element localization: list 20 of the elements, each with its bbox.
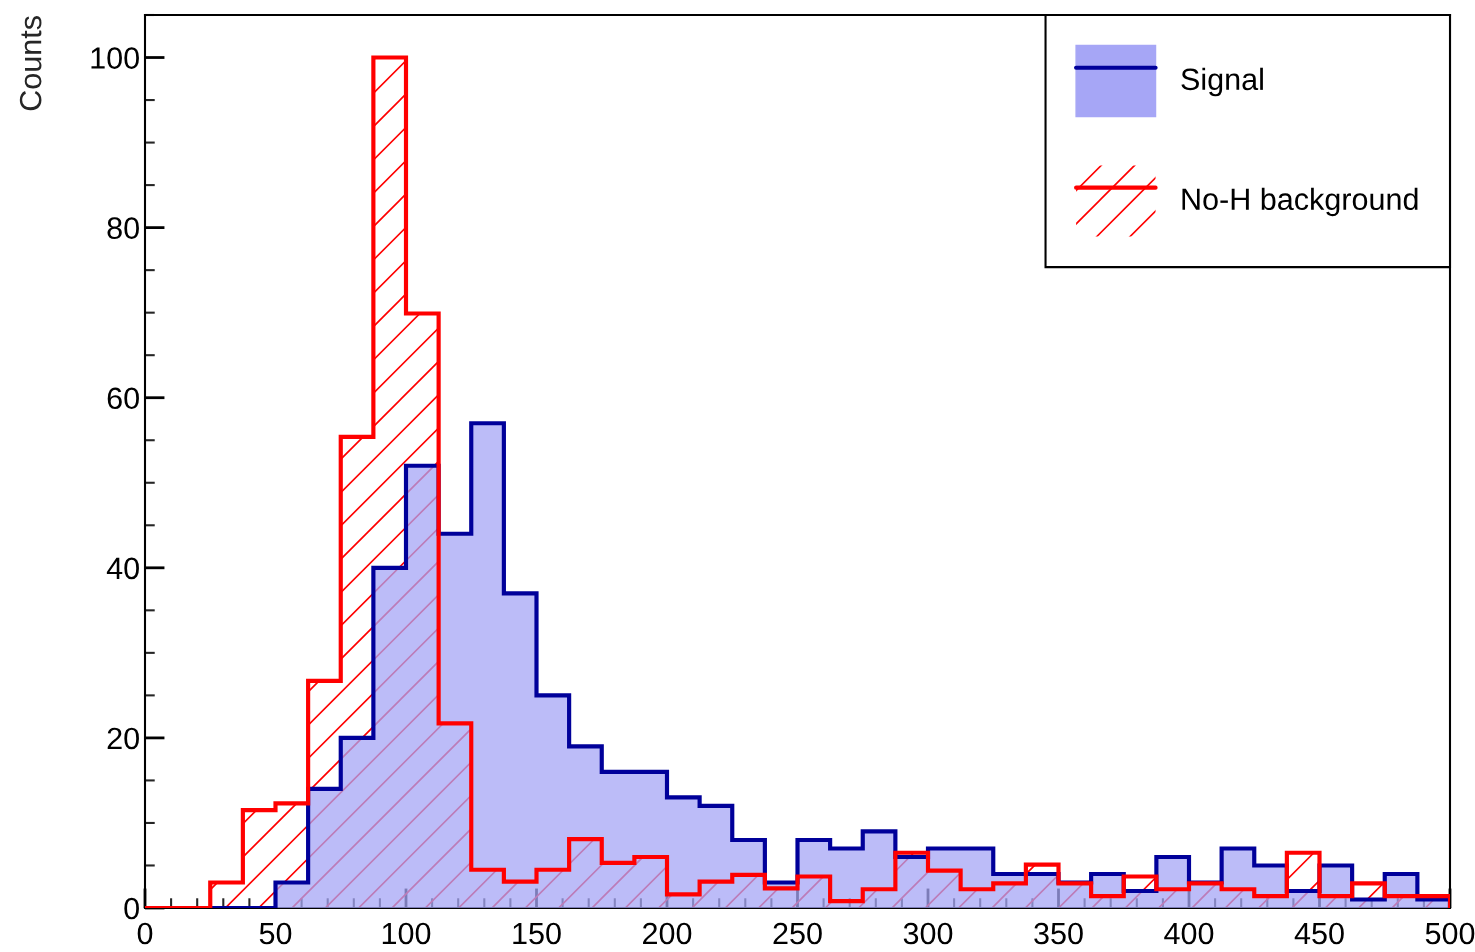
y-tick-label: 0 bbox=[124, 897, 139, 920]
y-tick-label: 60 bbox=[107, 387, 139, 410]
y-tick-label: 80 bbox=[107, 217, 139, 239]
y-tick-label: 20 bbox=[107, 727, 139, 750]
y-tick-label: 100 bbox=[91, 47, 139, 69]
x-tick-label: 50 bbox=[259, 922, 292, 945]
legend-label: No-H background bbox=[1182, 187, 1418, 217]
x-tick-label: 450 bbox=[1294, 922, 1344, 945]
x-tick-label: 0 bbox=[137, 922, 153, 945]
x-tick-label: 250 bbox=[773, 922, 822, 945]
x-tick-label: 350 bbox=[1034, 922, 1083, 945]
x-tick-label: 150 bbox=[513, 922, 561, 945]
x-tick-label: 100 bbox=[382, 922, 431, 945]
y-tick-label: 40 bbox=[106, 557, 139, 580]
x-tick-label: 200 bbox=[643, 922, 692, 945]
x-tick-label: 500 bbox=[1425, 922, 1475, 945]
legend-label: Signal bbox=[1181, 67, 1263, 97]
x-tick-label: 300 bbox=[903, 922, 953, 945]
y-axis-title: Counts bbox=[19, 16, 42, 111]
x-tick-label: 400 bbox=[1164, 922, 1214, 945]
